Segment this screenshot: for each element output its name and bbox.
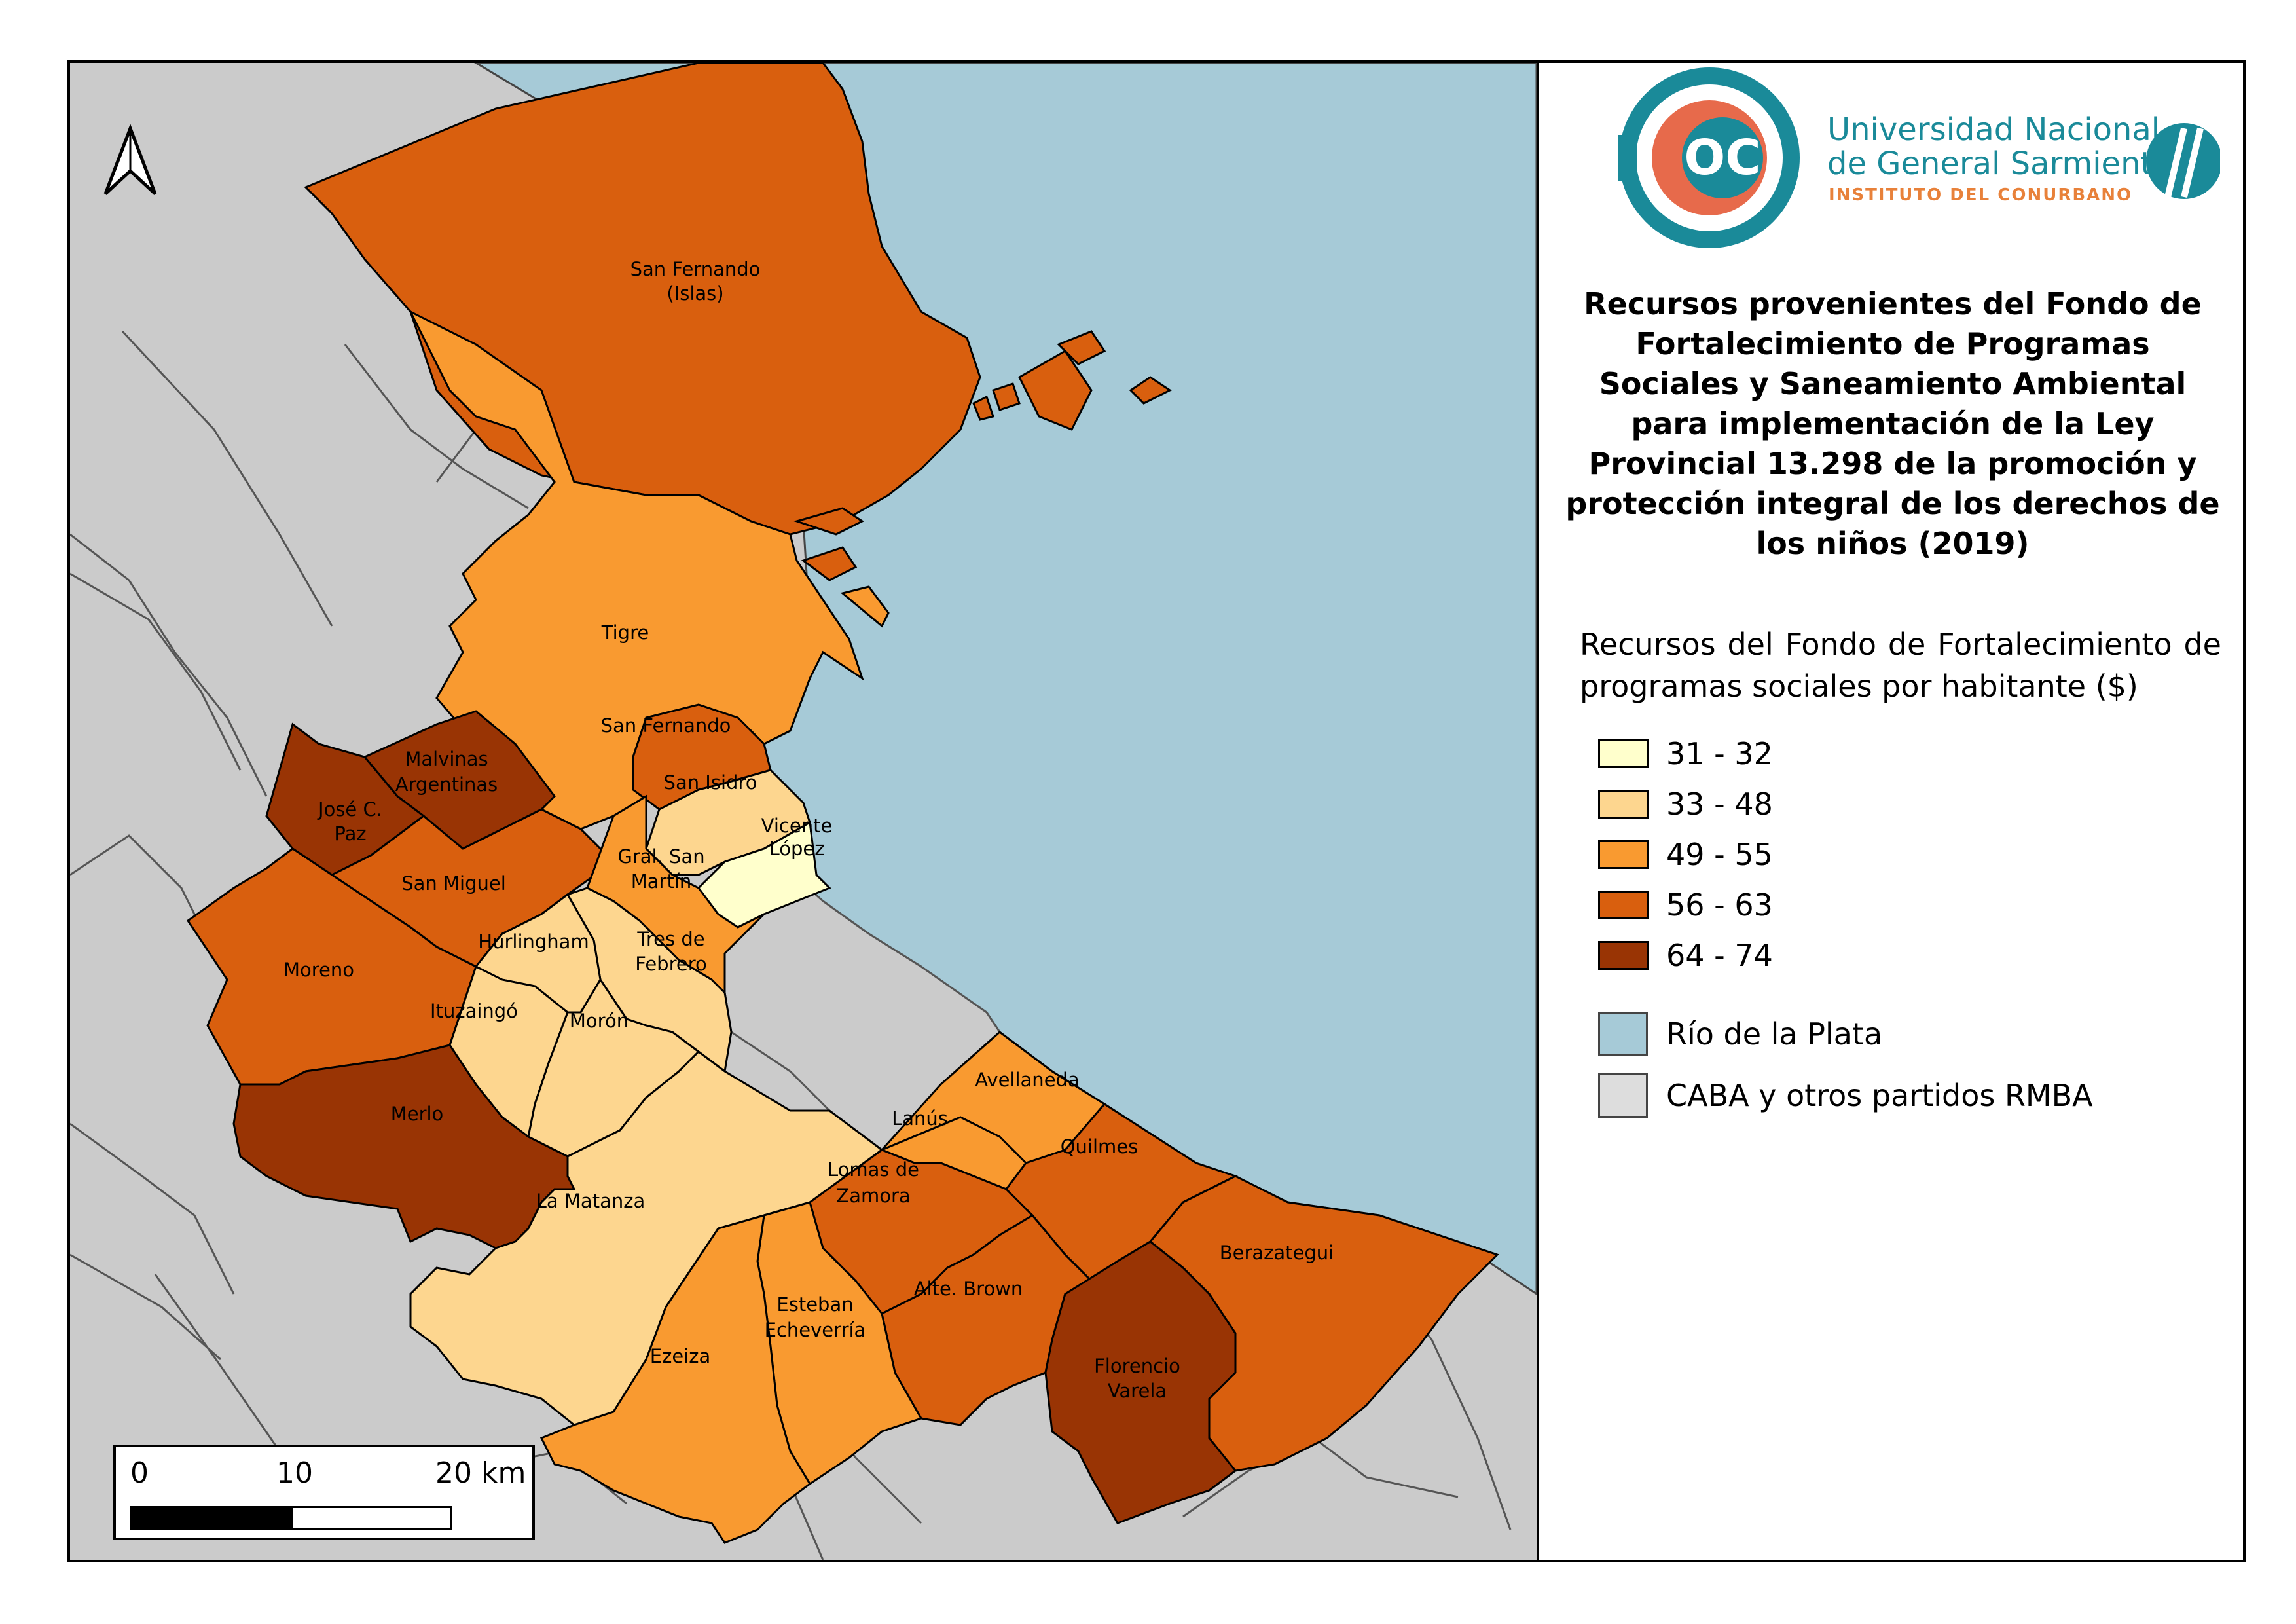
label-ezeiza: Ezeiza <box>650 1345 710 1367</box>
scale-label-10: 10 <box>276 1456 313 1490</box>
label-san-miguel: San Miguel <box>401 872 506 895</box>
island-shape <box>840 585 890 628</box>
label-jose-c-paz-1: José C. <box>317 798 382 821</box>
label-san-fernando: San Fernando <box>601 714 731 737</box>
label-florencio-varela-2: Varela <box>1108 1380 1167 1402</box>
district-florencio-varela[interactable] <box>1044 1240 1237 1524</box>
island-shape <box>793 507 864 536</box>
legend-swatch <box>1598 739 1649 768</box>
label-merlo: Merlo <box>391 1103 444 1125</box>
scale-segment-black <box>130 1506 291 1530</box>
legend-item: 31 - 32 <box>1598 736 1773 771</box>
label-ituzaingo: Ituzaingó <box>430 1000 518 1022</box>
island-shape <box>1057 330 1106 365</box>
label-san-fernando-islas-2: (Islas) <box>666 282 723 304</box>
legend-label-water: Río de la Plata <box>1666 1016 1883 1052</box>
label-vicente-lopez-2: López <box>769 838 825 860</box>
island-shape <box>972 395 994 421</box>
scale-segment-white <box>291 1506 452 1530</box>
choropleth-map[interactable]: San Fernando (Islas) Tigre San Fernando … <box>70 63 1537 1560</box>
ungs-emblem-icon <box>2146 123 2220 199</box>
legend-label: 56 - 63 <box>1666 887 1773 923</box>
island-shape <box>1129 376 1172 405</box>
legend-swatch-caba <box>1598 1073 1648 1118</box>
legend-swatch <box>1598 941 1649 970</box>
logo-monogram: OC <box>1684 130 1760 186</box>
legend-swatch <box>1598 840 1649 869</box>
label-la-matanza: La Matanza <box>536 1190 645 1212</box>
conurbano-logo-icon: OC <box>1618 67 1800 248</box>
label-malvinas-argentinas-2: Argentinas <box>395 773 498 796</box>
scale-bar: 0 10 20 km <box>113 1445 535 1540</box>
legend-item: 56 - 63 <box>1598 887 1773 923</box>
label-hurlingham: Hurlingham <box>478 931 589 953</box>
legend-label-caba: CABA y otros partidos RMBA <box>1666 1078 2093 1113</box>
island-shape <box>992 382 1021 411</box>
legend-panel: OC Universidad Nacional de General Sarmi… <box>1539 60 2246 1562</box>
label-esteban-echeverria-2: Echeverría <box>765 1319 866 1341</box>
label-avellaneda: Avellaneda <box>975 1069 1079 1091</box>
district-ezeiza[interactable] <box>539 1213 811 1544</box>
label-florencio-varela-1: Florencio <box>1094 1355 1180 1377</box>
legend-swatch-water <box>1598 1012 1648 1056</box>
label-lomas-de-zamora-1: Lomas de <box>828 1158 919 1181</box>
label-lomas-de-zamora-2: Zamora <box>836 1185 910 1207</box>
label-esteban-echeverria-1: Esteban <box>776 1293 853 1316</box>
legend-label: 31 - 32 <box>1666 736 1773 771</box>
district-san-fernando-islas[interactable] <box>304 63 981 536</box>
legend-item: 33 - 48 <box>1598 786 1773 822</box>
legend-title: Recursos del Fondo de Fortalecimiento de… <box>1580 627 2221 704</box>
label-tres-de-febrero-2: Febrero <box>635 953 707 975</box>
label-san-fernando-islas-1: San Fernando <box>630 258 761 280</box>
legend-label: 49 - 55 <box>1666 837 1773 872</box>
label-malvinas-argentinas-1: Malvinas <box>405 748 488 770</box>
label-moreno: Moreno <box>283 959 354 981</box>
legend-item: 49 - 55 <box>1598 837 1773 872</box>
map-title: Recursos provenientes del Fondo de Forta… <box>1565 286 2220 561</box>
label-quilmes: Quilmes <box>1061 1135 1139 1158</box>
scale-label-0: 0 <box>130 1456 149 1490</box>
scale-label-20: 20 km <box>435 1456 526 1490</box>
label-vicente-lopez-1: Vicente <box>761 815 833 837</box>
label-gral-san-martin-1: Gral. San <box>617 845 704 868</box>
island-shape <box>1018 350 1093 431</box>
legend-item-caba: CABA y otros partidos RMBA <box>1598 1072 2093 1119</box>
logo-name-line2: de General Sarmiento <box>1827 145 2172 182</box>
district-labels: San Fernando (Islas) Tigre San Fernando … <box>283 258 1334 1402</box>
label-tigre: Tigre <box>601 621 649 644</box>
university-logo: OC Universidad Nacional de General Sarmi… <box>1618 67 2220 248</box>
island-shape <box>801 546 858 581</box>
legend-swatch <box>1598 891 1649 919</box>
label-san-isidro: San Isidro <box>664 771 757 794</box>
legend-swatch <box>1598 790 1649 819</box>
label-alte-brown: Alte. Brown <box>914 1278 1023 1300</box>
logo-institute: INSTITUTO DEL CONURBANO <box>1829 185 2132 205</box>
legend-item-water: Río de la Plata <box>1598 1010 1882 1058</box>
label-jose-c-paz-2: Paz <box>334 822 366 845</box>
label-lanus: Lanús <box>892 1107 948 1130</box>
map-panel[interactable]: San Fernando (Islas) Tigre San Fernando … <box>67 60 1539 1562</box>
logo-name-line1: Universidad Nacional <box>1827 111 2160 148</box>
label-moron: Morón <box>570 1010 629 1032</box>
legend-label: 33 - 48 <box>1666 786 1773 822</box>
label-tres-de-febrero-1: Tres de <box>636 928 704 950</box>
north-arrow-icon <box>103 123 157 195</box>
legend-label: 64 - 74 <box>1666 938 1773 973</box>
label-berazategui: Berazategui <box>1220 1242 1334 1264</box>
label-gral-san-martin-2: Martín <box>631 870 692 893</box>
legend-item: 64 - 74 <box>1598 938 1773 973</box>
